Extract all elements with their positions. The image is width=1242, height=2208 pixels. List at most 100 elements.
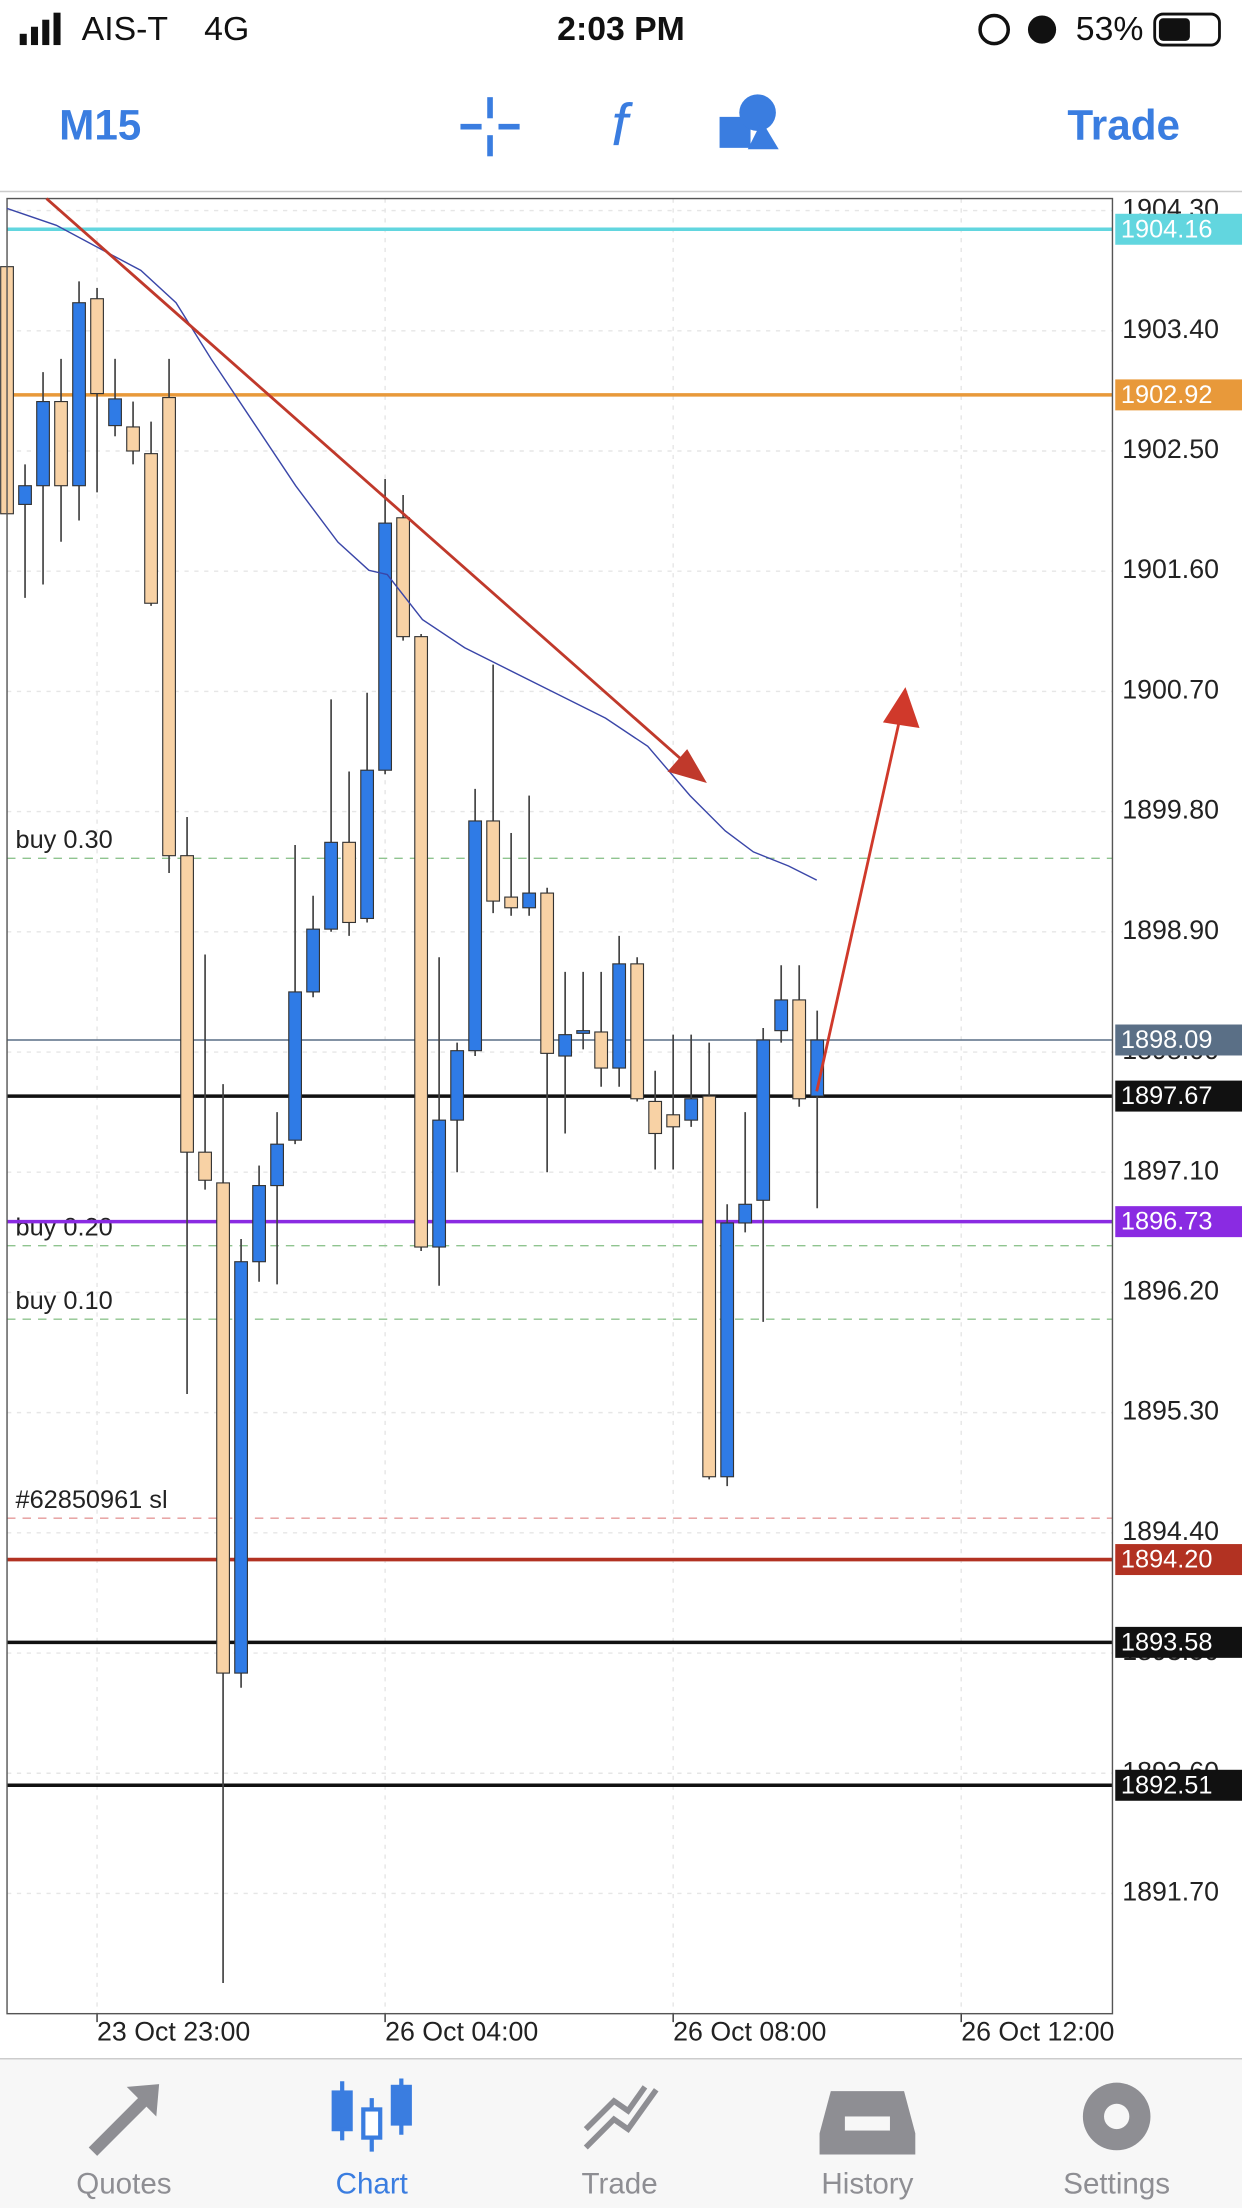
tab-bar: Quotes Chart Trade History Settings: [0, 2058, 1242, 2208]
price-label: 1896.73: [1121, 1208, 1213, 1236]
candle-body: [468, 820, 483, 1052]
objects-triangle: [747, 121, 779, 150]
candle-body: [378, 522, 393, 771]
price-label: 1897.67: [1121, 1082, 1213, 1110]
candle-body: [432, 1119, 447, 1248]
candle-body: [18, 485, 32, 505]
price-label-box: [1115, 213, 1242, 245]
tab-label[interactable]: Trade: [582, 2167, 658, 2200]
icon-shape: [361, 2107, 383, 2140]
signal-bar: [30, 26, 39, 46]
signal-bar: [53, 12, 61, 46]
candle-body: [396, 517, 411, 638]
tab-label[interactable]: Settings: [1063, 2167, 1170, 2200]
price-label-box: [1115, 1626, 1242, 1658]
quotes-icon: [88, 2084, 160, 2156]
alarm-icon: [1027, 15, 1057, 44]
clock: 2:03 PM: [557, 10, 685, 48]
price-label-box: [1115, 1024, 1242, 1056]
trade-button[interactable]: Trade: [1067, 101, 1180, 148]
icon-shape: [583, 2085, 648, 2132]
order-label: buy 0.20: [15, 1213, 112, 1241]
battery-level: [1158, 18, 1190, 41]
y-tick-label: 1899.80: [1122, 795, 1219, 825]
candle-body: [252, 1185, 266, 1263]
plot-frame: [6, 197, 1114, 2015]
y-tick-label: 1895.30: [1122, 1396, 1219, 1426]
candle-body: [72, 302, 86, 487]
chart-icon: [331, 2078, 412, 2152]
candle-body: [612, 963, 627, 1069]
y-tick-label: 1894.40: [1122, 1516, 1219, 1546]
price-label-box: [1115, 1080, 1242, 1112]
price-label-box: [1115, 1544, 1242, 1576]
icon-shape: [583, 2088, 659, 2150]
candle-body: [594, 1031, 609, 1069]
icon-shape: [1104, 2103, 1130, 2130]
candle-body: [234, 1261, 248, 1674]
tab-label[interactable]: Chart: [336, 2167, 408, 2200]
tab-label[interactable]: History: [821, 2167, 913, 2200]
candle-body: [684, 1098, 699, 1121]
battery-percent: 53%: [1076, 10, 1144, 48]
crosshair-button[interactable]: [460, 97, 520, 157]
y-tick-label: 1902.50: [1122, 434, 1219, 464]
candle-body: [36, 401, 50, 487]
candle-body: [324, 841, 339, 930]
candle-body: [288, 991, 302, 1141]
candle-body: [666, 1114, 681, 1128]
y-tick-label: 1891.70: [1122, 1877, 1219, 1907]
signal-bar: [19, 33, 27, 46]
y-tick-label: 1897.10: [1122, 1155, 1219, 1185]
price-label-box: [1115, 379, 1242, 411]
price-label-box: [1115, 1206, 1242, 1238]
icon-shape: [390, 2084, 412, 2126]
trend-arrow: [45, 197, 700, 776]
candle-body: [486, 820, 501, 902]
order-label: buy 0.10: [15, 1287, 112, 1315]
candle-body: [774, 999, 789, 1032]
moving-average: [6, 207, 818, 881]
candle-body: [702, 1095, 717, 1478]
candle-body: [198, 1151, 212, 1181]
carrier: AIS-T: [82, 10, 168, 48]
trend-arrow: [815, 699, 906, 1092]
settings-icon: [1082, 2082, 1151, 2151]
y-tick-label: 1903.40: [1122, 314, 1219, 344]
timeframe-button[interactable]: M15: [59, 101, 141, 148]
candle-body: [90, 298, 104, 395]
candle-body: [630, 963, 645, 1100]
y-tick-label: 1900.70: [1122, 674, 1219, 704]
candle-body: [558, 1034, 573, 1057]
order-label: #62850961 sl: [15, 1486, 167, 1514]
candle-body: [270, 1143, 284, 1187]
chart: 1904.301903.401902.501901.601900.701899.…: [0, 194, 1242, 2046]
rotation-lock-icon: [978, 13, 1011, 46]
axis-cover: [1113, 194, 1242, 196]
price-label-box: [1115, 1769, 1242, 1801]
y-tick-label: 1898.90: [1122, 915, 1219, 945]
candle-body: [540, 892, 555, 1054]
icon-shape: [331, 2090, 353, 2132]
candle-body: [54, 401, 68, 487]
price-label: 1894.20: [1121, 1546, 1213, 1574]
y-tick-label: 1901.60: [1122, 554, 1219, 584]
candle-body: [576, 1030, 591, 1034]
candle-body: [450, 1050, 465, 1121]
network: 4G: [204, 10, 249, 48]
candle-body: [792, 999, 807, 1100]
x-tick-label: 23 Oct 23:00: [97, 2016, 250, 2046]
tab-label[interactable]: Quotes: [76, 2167, 171, 2200]
trade-icon: [583, 2085, 659, 2150]
candle-body: [756, 1039, 771, 1201]
price-label: 1898.09: [1121, 1026, 1213, 1054]
price-label: 1902.92: [1121, 381, 1213, 409]
x-tick-label: 26 Oct 12:00: [961, 2016, 1114, 2046]
signal-bar: [42, 19, 50, 46]
order-label: buy 0.30: [15, 826, 112, 854]
candle-body: [810, 1039, 825, 1097]
icon-shape: [844, 2116, 890, 2131]
objects-button[interactable]: [719, 94, 779, 150]
